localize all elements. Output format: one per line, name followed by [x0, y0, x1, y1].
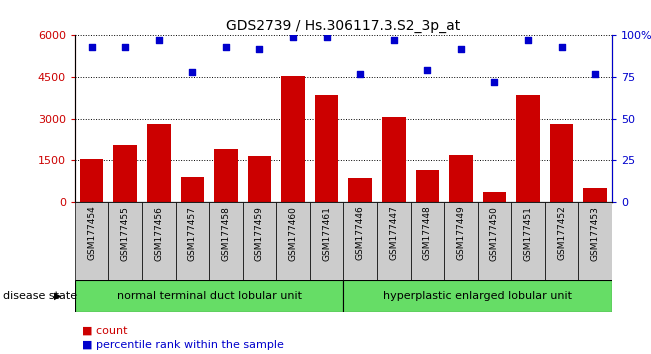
- Bar: [415, 170, 439, 202]
- Point: [355, 71, 365, 76]
- Bar: [147, 124, 171, 202]
- Text: GSM177447: GSM177447: [389, 206, 398, 261]
- Text: ■ percentile rank within the sample: ■ percentile rank within the sample: [75, 340, 284, 350]
- Point: [187, 69, 197, 75]
- Text: GSM177448: GSM177448: [422, 206, 432, 261]
- Bar: [578, 202, 612, 280]
- Bar: [142, 202, 176, 280]
- Point: [120, 44, 130, 50]
- Bar: [411, 202, 444, 280]
- Text: ■ count: ■ count: [75, 326, 128, 336]
- Bar: [248, 156, 271, 202]
- Bar: [310, 202, 344, 280]
- Point: [288, 34, 298, 40]
- Text: GSM177450: GSM177450: [490, 206, 499, 261]
- Text: ▶: ▶: [54, 291, 62, 301]
- Bar: [449, 155, 473, 202]
- Bar: [281, 76, 305, 202]
- Bar: [315, 95, 339, 202]
- Text: GSM177457: GSM177457: [188, 206, 197, 261]
- Point: [590, 71, 600, 76]
- Bar: [444, 202, 478, 280]
- Bar: [478, 202, 511, 280]
- Point: [422, 68, 432, 73]
- Bar: [180, 177, 204, 202]
- Bar: [382, 117, 406, 202]
- Point: [255, 46, 265, 52]
- Bar: [80, 159, 104, 202]
- Bar: [482, 192, 506, 202]
- Point: [456, 46, 466, 52]
- Bar: [75, 280, 344, 312]
- Text: GSM177451: GSM177451: [523, 206, 533, 261]
- Point: [154, 38, 164, 43]
- Text: normal terminal duct lobular unit: normal terminal duct lobular unit: [117, 291, 301, 301]
- Text: GSM177455: GSM177455: [120, 206, 130, 261]
- Title: GDS2739 / Hs.306117.3.S2_3p_at: GDS2739 / Hs.306117.3.S2_3p_at: [227, 19, 460, 33]
- Text: disease state: disease state: [3, 291, 77, 301]
- Bar: [176, 202, 209, 280]
- Bar: [377, 202, 411, 280]
- Text: GSM177452: GSM177452: [557, 206, 566, 261]
- Point: [87, 44, 97, 50]
- Bar: [75, 202, 109, 280]
- Point: [523, 38, 533, 43]
- Text: GSM177461: GSM177461: [322, 206, 331, 261]
- Bar: [276, 202, 310, 280]
- Bar: [113, 145, 137, 202]
- Point: [490, 79, 500, 85]
- Text: GSM177453: GSM177453: [590, 206, 600, 261]
- Text: GSM177458: GSM177458: [221, 206, 230, 261]
- Point: [557, 44, 567, 50]
- Bar: [109, 202, 142, 280]
- Text: GSM177460: GSM177460: [288, 206, 298, 261]
- Text: GSM177446: GSM177446: [355, 206, 365, 261]
- Bar: [511, 202, 545, 280]
- Text: GSM177456: GSM177456: [154, 206, 163, 261]
- Text: GSM177449: GSM177449: [456, 206, 465, 261]
- Bar: [344, 202, 377, 280]
- Point: [322, 34, 332, 40]
- Bar: [348, 178, 372, 202]
- Bar: [214, 149, 238, 202]
- Point: [389, 38, 399, 43]
- Text: hyperplastic enlarged lobular unit: hyperplastic enlarged lobular unit: [383, 291, 572, 301]
- Bar: [516, 95, 540, 202]
- Text: GSM177454: GSM177454: [87, 206, 96, 261]
- Bar: [550, 124, 574, 202]
- Bar: [545, 202, 578, 280]
- Bar: [583, 188, 607, 202]
- Text: GSM177459: GSM177459: [255, 206, 264, 261]
- Bar: [209, 202, 243, 280]
- Bar: [243, 202, 276, 280]
- Point: [221, 44, 231, 50]
- Bar: [344, 280, 612, 312]
